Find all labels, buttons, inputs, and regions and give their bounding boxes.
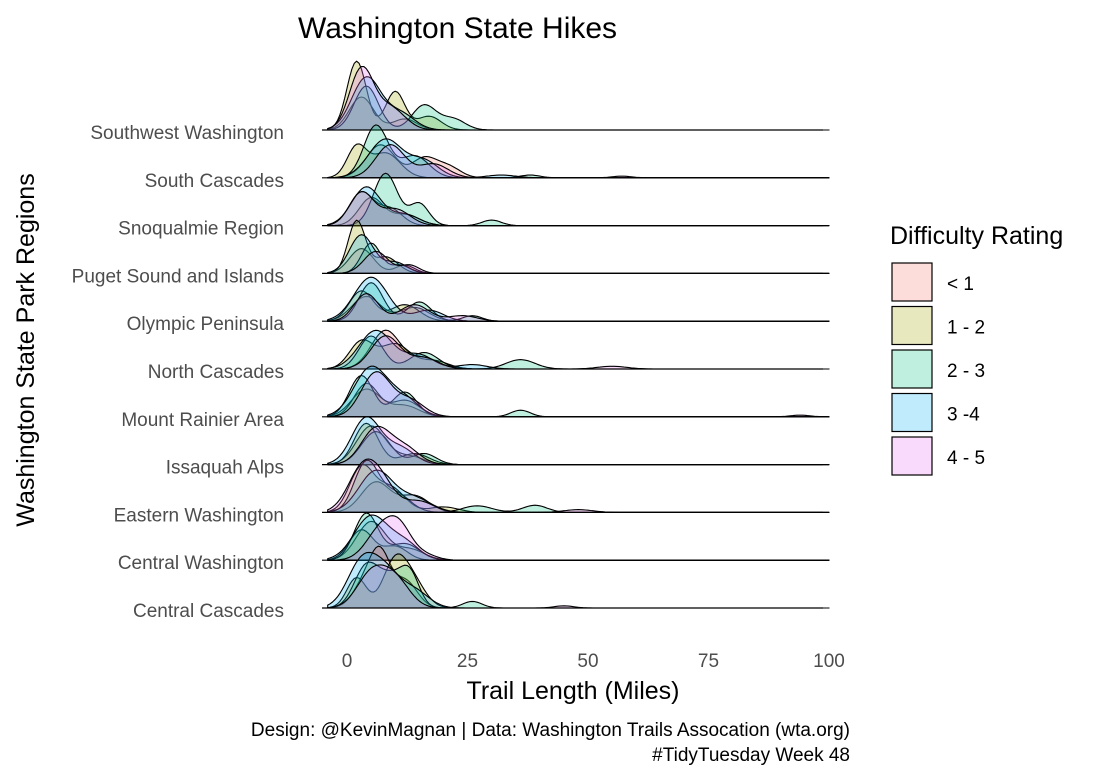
x-tick-label: 75 <box>698 651 719 672</box>
ridge-snoqualmie-region <box>322 172 830 227</box>
chart-title: Washington State Hikes <box>298 12 617 45</box>
legend-swatch <box>891 392 933 433</box>
y-tick-label: Olympic Peninsula <box>127 314 285 335</box>
legend: Difficulty Rating < 1 1 - 2 2 - 3 3 -4 4 - 5 <box>890 222 1063 476</box>
ridge-north-cascades <box>322 329 830 370</box>
y-tick-label: Issaquah Alps <box>166 458 284 479</box>
legend-swatch <box>891 349 933 389</box>
y-tick-label: Eastern Washington <box>114 505 284 526</box>
legend-swatch <box>891 262 933 302</box>
y-tick-label: Snoqualmie Region <box>118 219 284 240</box>
legend-items: < 1 1 - 2 2 - 3 3 -4 4 - 5 <box>891 262 985 476</box>
legend-label: 3 -4 <box>947 405 980 426</box>
legend-label: 1 - 2 <box>947 318 985 339</box>
density-issaquah-alps-series-4 <box>327 425 830 466</box>
y-tick-labels: Southwest Washington South Cascades Snoqua… <box>72 123 285 622</box>
legend-label: < 1 <box>947 274 974 295</box>
legend-swatch <box>891 305 933 346</box>
density-north-cascades-series-4 <box>327 335 830 370</box>
density-puget-sound-and-islands-series-4 <box>327 250 830 274</box>
density-central-washington-series-4 <box>327 515 830 561</box>
ridge-olympic-peninsula <box>322 276 830 322</box>
legend-label: 4 - 5 <box>947 448 985 469</box>
x-tick-label: 50 <box>577 651 598 672</box>
caption-line-2: #TidyTuesday Week 48 <box>652 745 850 766</box>
legend-swatch <box>891 436 933 476</box>
y-tick-label: South Cascades <box>145 171 284 192</box>
ridge-mount-rainier-area <box>322 365 830 418</box>
x-tick-label: 0 <box>342 651 353 672</box>
x-tick-labels: 0 25 50 75 100 <box>342 651 845 672</box>
legend-label: 2 - 3 <box>947 361 985 382</box>
y-tick-label: Southwest Washington <box>90 123 284 144</box>
density-mount-rainier-area-series-4 <box>327 371 830 418</box>
y-axis-title: Washington State Park Regions <box>12 173 40 526</box>
x-tick-label: 100 <box>813 651 845 672</box>
caption-line-1: Design: @KevinMagnan | Data: Washington … <box>251 720 850 741</box>
ridge-issaquah-alps <box>322 416 830 466</box>
x-axis-title: Trail Length (Miles) <box>466 677 679 705</box>
density-southwest-washington-series-4 <box>327 65 830 131</box>
y-tick-label: Central Cascades <box>133 601 284 622</box>
ridge-southwest-washington <box>322 60 830 131</box>
ridge-central-cascades <box>322 545 830 609</box>
legend-title: Difficulty Rating <box>890 222 1063 250</box>
ridge-central-washington <box>322 512 830 561</box>
ridge-south-cascades <box>322 124 830 179</box>
ridge-puget-sound-and-islands <box>322 219 830 274</box>
y-tick-label: Puget Sound and Islands <box>72 266 284 287</box>
x-tick-label: 25 <box>457 651 478 672</box>
y-tick-label: Central Washington <box>118 553 284 574</box>
ridges <box>322 60 830 609</box>
density-eastern-washington-series-4 <box>327 458 830 513</box>
ridge-eastern-washington <box>322 458 830 514</box>
y-tick-label: North Cascades <box>148 362 284 383</box>
y-tick-label: Mount Rainier Area <box>121 410 284 431</box>
